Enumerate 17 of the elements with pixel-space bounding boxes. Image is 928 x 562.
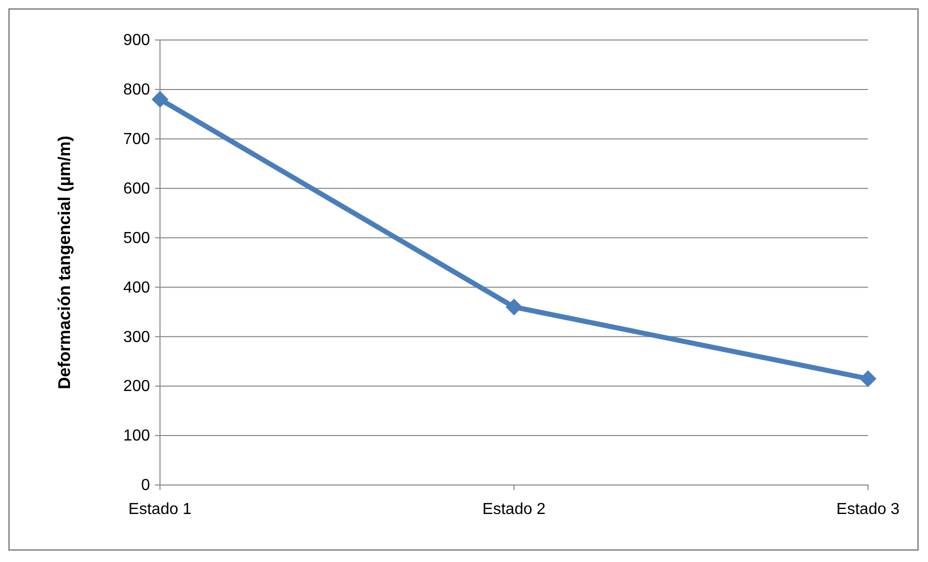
y-tick-label: 0 [141,477,150,494]
point [506,298,522,316]
y-tick-label: 900 [123,32,150,50]
x-tick-label: Estado 1 [128,500,192,518]
y-tick-label: 600 [123,180,150,198]
y-tick-label: 800 [123,82,150,99]
point [152,90,168,108]
x-tick-label: Estado 2 [482,500,546,518]
point [860,370,876,388]
y-tick-label: 700 [123,131,150,148]
x-tick-label: Estado 3 [836,500,900,518]
y-tick-label: 200 [123,378,150,396]
y-tick-label: 400 [123,279,150,296]
y-tick-label: 300 [123,328,150,346]
y-tick-label: 100 [123,428,150,445]
y-tick-label: 500 [123,230,150,247]
y-axis-title: Deformación tangencial (µm/m) [55,136,74,390]
